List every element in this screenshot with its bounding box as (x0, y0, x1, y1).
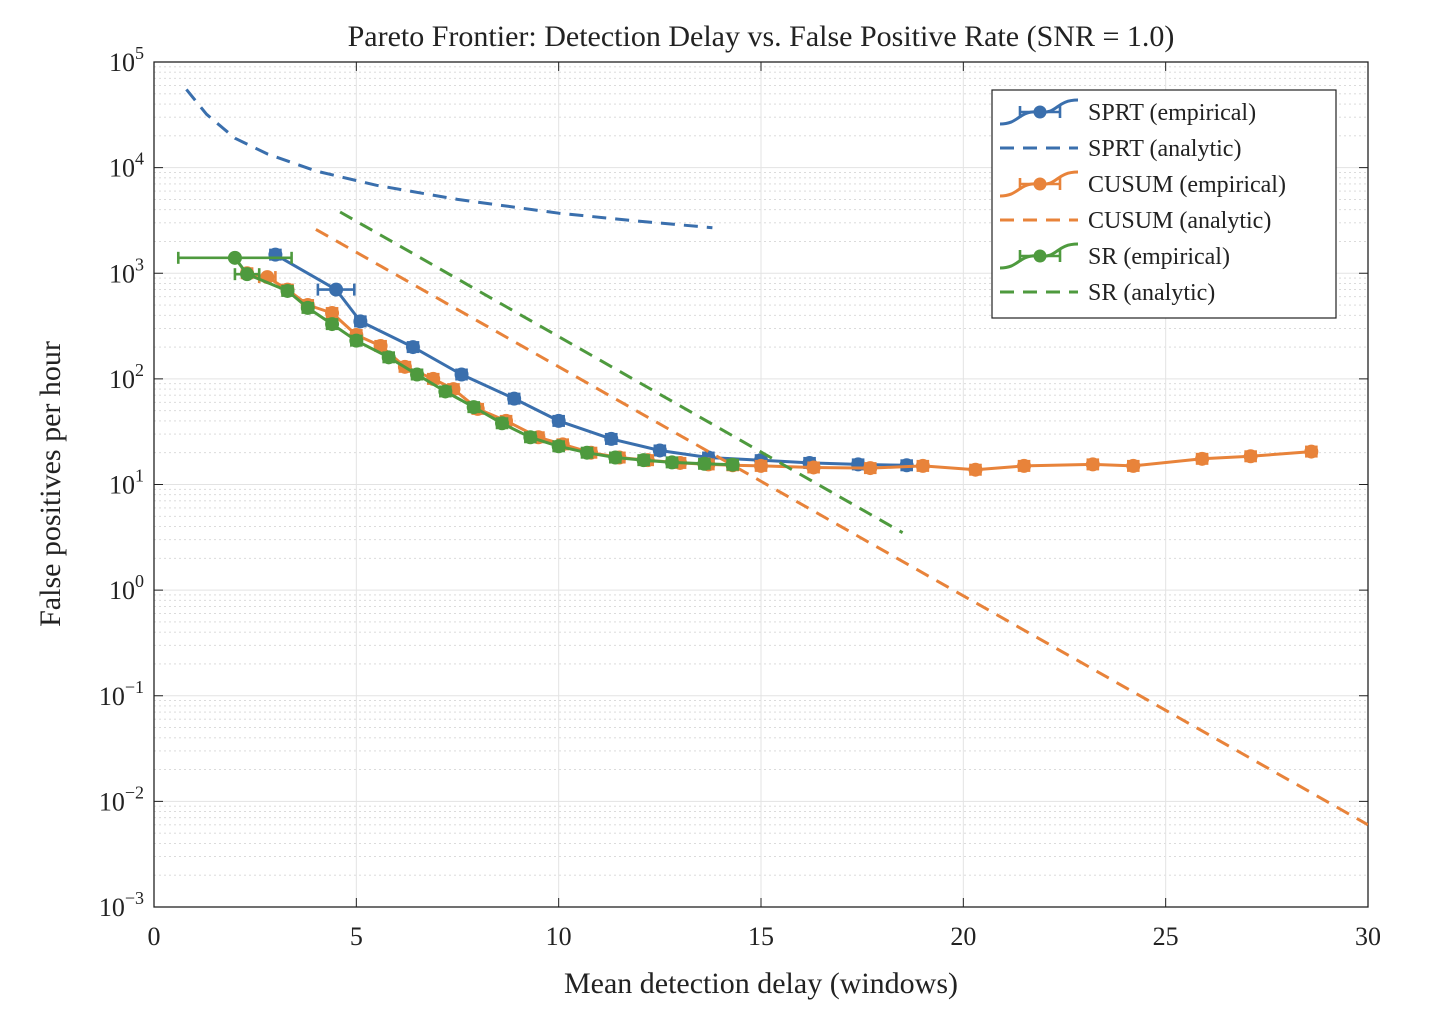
data-point (1243, 449, 1258, 464)
legend-label: SR (analytic) (1088, 280, 1215, 306)
data-point (551, 439, 566, 454)
y-tick-label: 101 (109, 466, 144, 500)
data-point (381, 350, 396, 365)
y-tick-label: 102 (109, 360, 144, 394)
data-point (863, 461, 878, 476)
legend-label: SPRT (analytic) (1088, 136, 1241, 162)
data-point (227, 250, 242, 265)
data-point (268, 247, 283, 262)
x-tick-label: 10 (546, 922, 572, 951)
y-tick-label: 10−1 (99, 677, 144, 711)
data-point (968, 462, 983, 477)
x-tick-label: 25 (1153, 922, 1179, 951)
data-point (608, 450, 623, 465)
legend-label: CUSUM (empirical) (1088, 172, 1286, 198)
data-point (652, 443, 667, 458)
x-tick-label: 5 (350, 922, 363, 951)
y-axis-label: False positives per hour (34, 341, 67, 627)
data-point (697, 456, 712, 471)
series-line (339, 210, 904, 535)
series-line (274, 253, 907, 467)
x-tick-label: 15 (748, 922, 774, 951)
data-point (636, 453, 651, 468)
series (176, 88, 1368, 827)
data-point (300, 300, 315, 315)
data-point (349, 333, 364, 348)
data-point (240, 267, 255, 282)
series-4 (176, 250, 740, 472)
series-5 (339, 210, 904, 535)
data-point (664, 455, 679, 470)
y-tick-label: 103 (109, 254, 144, 288)
series-0 (268, 247, 914, 473)
x-tick-label: 20 (950, 922, 976, 951)
y-tick-label: 100 (109, 571, 144, 605)
legend-label: SPRT (empirical) (1088, 100, 1256, 126)
data-point (604, 431, 619, 446)
data-point (1195, 451, 1210, 466)
data-point (1085, 457, 1100, 472)
data-point (438, 384, 453, 399)
data-point (754, 458, 768, 473)
x-axis-label: Mean detection delay (windows) (564, 967, 958, 1000)
series-1 (185, 88, 713, 230)
axis-ticks: 0 5 10 15 20 25 30 10−3 10−2 10−1 100 101 102 103 104 1… (99, 43, 1381, 951)
data-point (495, 416, 510, 431)
legend-box (991, 89, 1337, 319)
x-tick-label: 0 (148, 922, 161, 951)
data-point (579, 445, 594, 460)
data-point (405, 340, 420, 355)
data-point (466, 400, 481, 415)
data-point (806, 460, 821, 475)
series-line (315, 228, 1368, 827)
legend-marker (1033, 249, 1047, 263)
series-line (185, 88, 713, 230)
series-3 (315, 228, 1368, 827)
chart-title: Pareto Frontier: Detection Delay vs. Fal… (348, 20, 1175, 53)
data-point (1304, 444, 1319, 459)
data-point (410, 367, 425, 382)
legend: SPRT (empirical) SPRT (analytic) CUSUM (em… (991, 89, 1337, 319)
data-point (551, 413, 566, 428)
data-point (325, 317, 340, 332)
data-point (454, 367, 469, 382)
data-point (725, 457, 740, 472)
data-point (280, 283, 295, 298)
data-point (1017, 458, 1032, 473)
y-tick-label: 105 (109, 43, 144, 77)
y-tick-label: 104 (109, 149, 144, 183)
x-tick-label: 30 (1355, 922, 1381, 951)
data-point (523, 430, 538, 445)
data-point (329, 282, 344, 297)
data-point (507, 391, 522, 406)
legend-label: CUSUM (analytic) (1088, 208, 1271, 234)
legend-label: SR (empirical) (1088, 244, 1230, 270)
data-point (1126, 458, 1141, 473)
legend-marker (1033, 177, 1047, 191)
data-point (915, 458, 930, 473)
data-point (353, 314, 368, 329)
legend-marker (1033, 105, 1047, 119)
y-tick-label: 10−2 (99, 782, 144, 816)
y-tick-label: 10−3 (99, 888, 144, 922)
